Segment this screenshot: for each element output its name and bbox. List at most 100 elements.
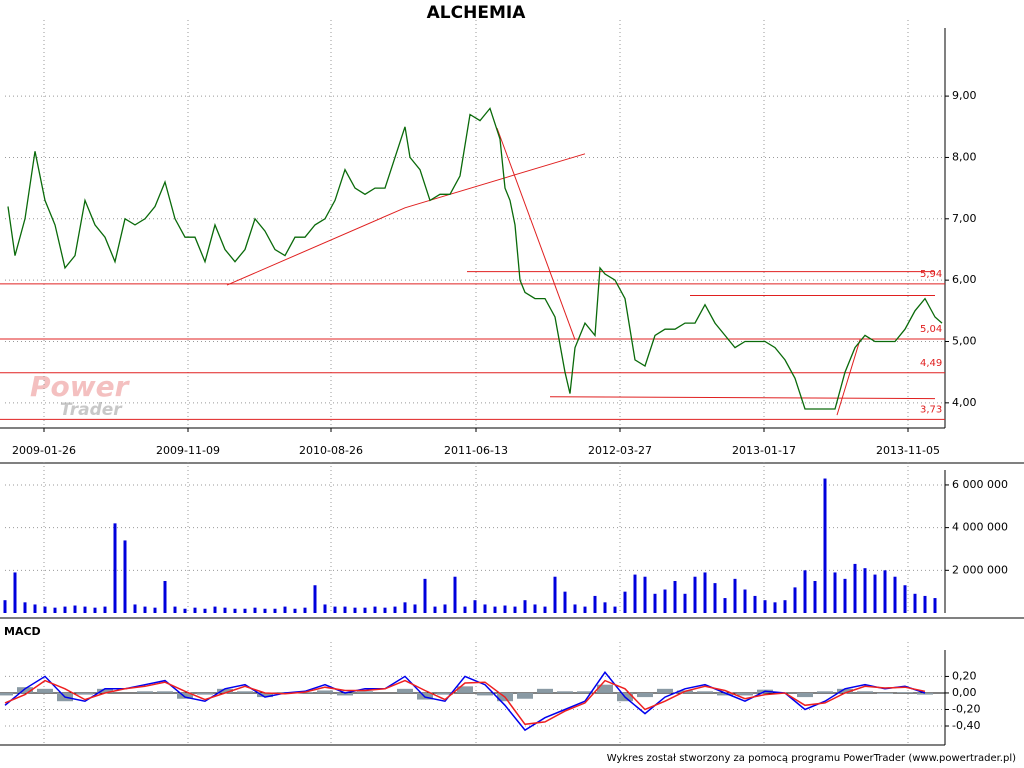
volume-bar (593, 595, 597, 613)
level-label: 4,49 (920, 358, 942, 369)
y-tick-label: 5,00 (952, 334, 977, 347)
volume-bar (73, 605, 77, 613)
volume-bar (663, 589, 667, 613)
histogram-bar (237, 691, 253, 693)
histogram-bar (897, 692, 913, 693)
volume-bar (263, 608, 267, 613)
histogram-bar (477, 692, 493, 696)
volume-bar (913, 593, 917, 613)
chart-title: ALCHEMIA (427, 3, 527, 23)
volume-bar (543, 606, 547, 613)
histogram-bar (637, 692, 653, 698)
histogram-bar (137, 691, 153, 693)
volume-bar (533, 604, 537, 613)
volume-bar (903, 585, 907, 613)
volume-bar (183, 608, 187, 613)
volume-bar (23, 602, 27, 613)
volume-bar (273, 608, 277, 613)
volume-bar (693, 576, 697, 613)
volume-bar (213, 606, 217, 613)
volume-bar (823, 478, 827, 613)
histogram-bar (857, 691, 873, 693)
volume-bar (123, 540, 127, 613)
volume-bar (373, 606, 377, 613)
x-tick-label: 2012-03-27 (588, 444, 652, 457)
volume-bar (743, 589, 747, 613)
volume-bar (333, 606, 337, 613)
volume-bar (553, 576, 557, 613)
volume-bar (883, 570, 887, 613)
volume-bar (923, 595, 927, 613)
volume-bar (853, 563, 857, 613)
volume-bar (353, 607, 357, 613)
trend-line (836, 339, 861, 416)
y-tick-label: 2 000 000 (952, 563, 1008, 576)
volume-bar (803, 570, 807, 613)
y-tick-label: 7,00 (952, 212, 977, 225)
x-tick-label: 2011-06-13 (444, 444, 508, 457)
volume-bar (483, 604, 487, 613)
trend-line (496, 127, 576, 340)
volume-bar (463, 606, 467, 613)
y-tick-label: 6 000 000 (952, 478, 1008, 491)
volume-bar (643, 576, 647, 613)
volume-bar (283, 606, 287, 613)
histogram-bar (397, 688, 413, 693)
x-tick-label: 2009-01-26 (12, 444, 76, 457)
volume-bar (573, 604, 577, 613)
volume-bar (13, 572, 17, 613)
volume-bar (313, 585, 317, 613)
histogram-bar (737, 692, 753, 696)
volume-bar (43, 606, 47, 613)
volume-bar (253, 607, 257, 613)
volume-bar (343, 606, 347, 613)
histogram-bar (337, 692, 353, 696)
volume-bar (153, 607, 157, 613)
volume-bar (773, 602, 777, 613)
volume-bar (473, 600, 477, 613)
volume-bar (3, 600, 7, 613)
histogram-bar (537, 688, 553, 693)
histogram-bar (517, 692, 533, 699)
volume-bar (53, 607, 57, 613)
histogram-bar (437, 692, 453, 695)
volume-bar (433, 606, 437, 613)
histogram-bar (177, 692, 193, 699)
y-tick-label: 9,00 (952, 89, 977, 102)
volume-bar (893, 576, 897, 613)
volume-bar (403, 602, 407, 613)
histogram-bar (837, 688, 853, 693)
volume-bar (843, 578, 847, 613)
volume-bar (493, 606, 497, 613)
volume-bar (203, 608, 207, 613)
histogram-bar (717, 692, 733, 696)
volume-bar (523, 600, 527, 613)
level-label: 3,73 (920, 404, 942, 415)
histogram-bar (597, 684, 613, 693)
volume-bar (603, 602, 607, 613)
level-label: 5,94 (920, 269, 942, 280)
volume-bar (873, 574, 877, 613)
volume-bar (703, 572, 707, 613)
trend-line (549, 396, 936, 400)
volume-bar (303, 607, 307, 613)
footer: Wykres został stworzony za pomocą progra… (607, 753, 1016, 764)
volume-bar (583, 606, 587, 613)
volume-bar (413, 604, 417, 613)
volume-bar (503, 605, 507, 613)
volume-bar (163, 580, 167, 613)
y-tick-label: 0,00 (952, 686, 977, 699)
price-line (4, 671, 926, 732)
volume-bar (613, 606, 617, 613)
histogram-bar (917, 692, 933, 695)
volume-bar (233, 608, 237, 613)
histogram-bar (557, 691, 573, 693)
volume-bar (133, 604, 137, 613)
volume-bar (93, 607, 97, 613)
y-tick-label: 4,00 (952, 396, 977, 409)
histogram-bar (17, 687, 33, 693)
volume-bar (713, 583, 717, 613)
volume-bar (753, 595, 757, 613)
histogram-bar (257, 692, 273, 698)
